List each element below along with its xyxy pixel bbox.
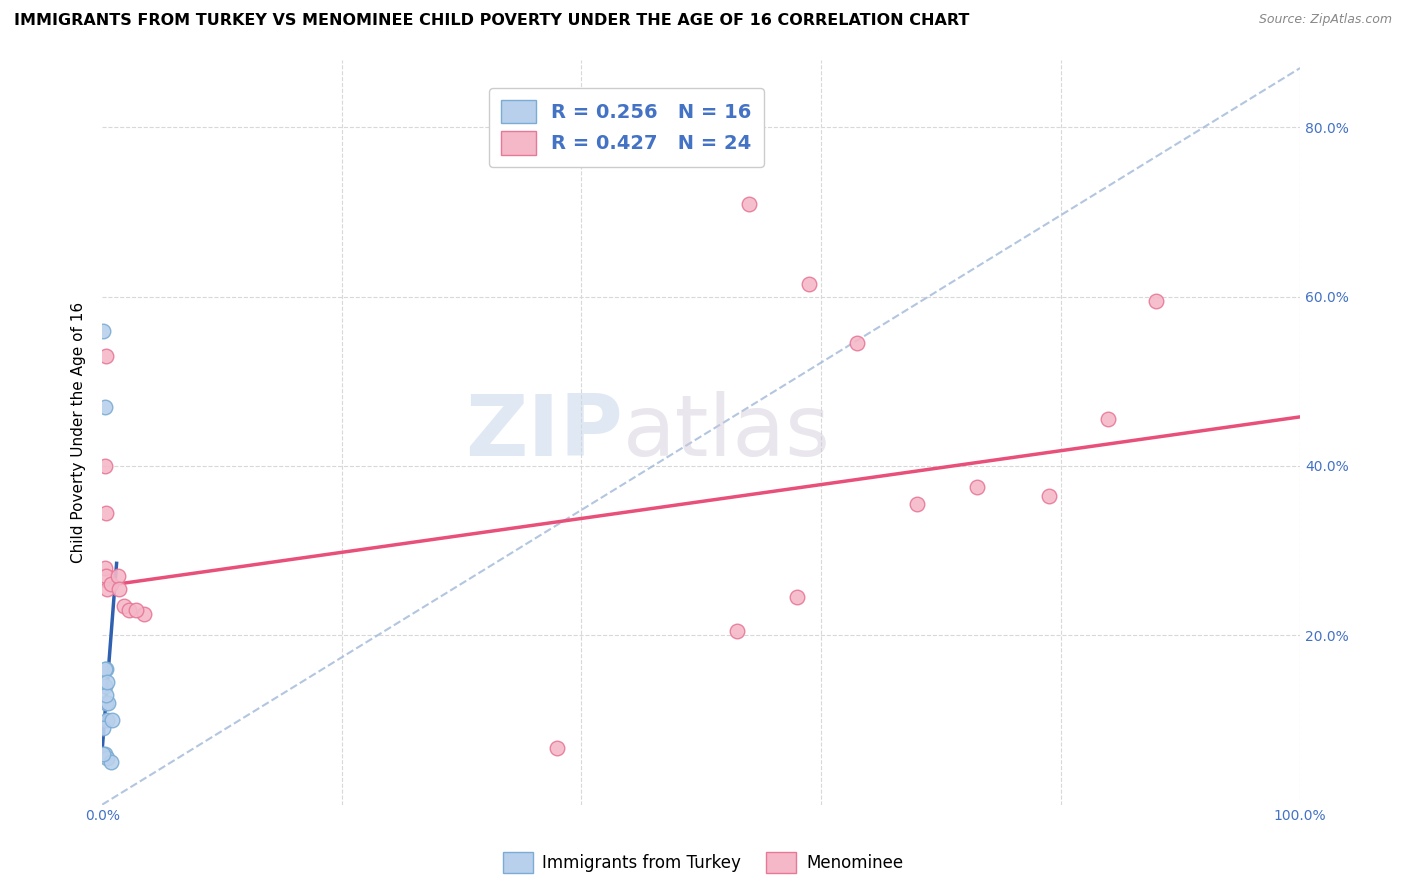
Point — [738, 196, 761, 211]
Point — [134, 607, 156, 621]
Point — [94, 688, 117, 702]
Point — [94, 569, 117, 583]
Point — [93, 458, 115, 473]
Point — [1097, 412, 1119, 426]
Point — [94, 696, 117, 710]
Point — [93, 679, 115, 693]
Point — [100, 756, 122, 770]
Point — [108, 582, 131, 596]
Point — [786, 591, 808, 605]
Point — [94, 506, 117, 520]
Point — [94, 662, 117, 676]
Point — [96, 713, 118, 727]
Point — [1144, 293, 1167, 308]
Point — [966, 480, 988, 494]
Point — [93, 324, 115, 338]
Text: atlas: atlas — [623, 391, 831, 474]
Point — [107, 569, 129, 583]
Point — [96, 751, 118, 765]
Point — [93, 747, 115, 761]
Y-axis label: Child Poverty Under the Age of 16: Child Poverty Under the Age of 16 — [72, 301, 86, 563]
Point — [93, 560, 115, 574]
Point — [96, 582, 118, 596]
Point — [546, 740, 568, 755]
Legend: Immigrants from Turkey, Menominee: Immigrants from Turkey, Menominee — [496, 846, 910, 880]
Point — [117, 603, 139, 617]
Point — [125, 603, 148, 617]
Legend: R = 0.256   N = 16, R = 0.427   N = 24: R = 0.256 N = 16, R = 0.427 N = 24 — [489, 88, 763, 167]
Point — [101, 713, 124, 727]
Text: ZIP: ZIP — [465, 391, 623, 474]
Point — [905, 497, 928, 511]
Point — [93, 722, 115, 736]
Point — [93, 747, 115, 761]
Point — [97, 696, 120, 710]
Point — [1038, 489, 1060, 503]
Point — [797, 277, 820, 291]
Text: IMMIGRANTS FROM TURKEY VS MENOMINEE CHILD POVERTY UNDER THE AGE OF 16 CORRELATIO: IMMIGRANTS FROM TURKEY VS MENOMINEE CHIL… — [14, 13, 969, 29]
Point — [96, 674, 118, 689]
Point — [93, 400, 115, 414]
Point — [845, 336, 868, 351]
Point — [94, 349, 117, 363]
Point — [112, 599, 135, 613]
Point — [100, 577, 122, 591]
Point — [725, 624, 748, 638]
Text: Source: ZipAtlas.com: Source: ZipAtlas.com — [1258, 13, 1392, 27]
Point — [93, 662, 115, 676]
